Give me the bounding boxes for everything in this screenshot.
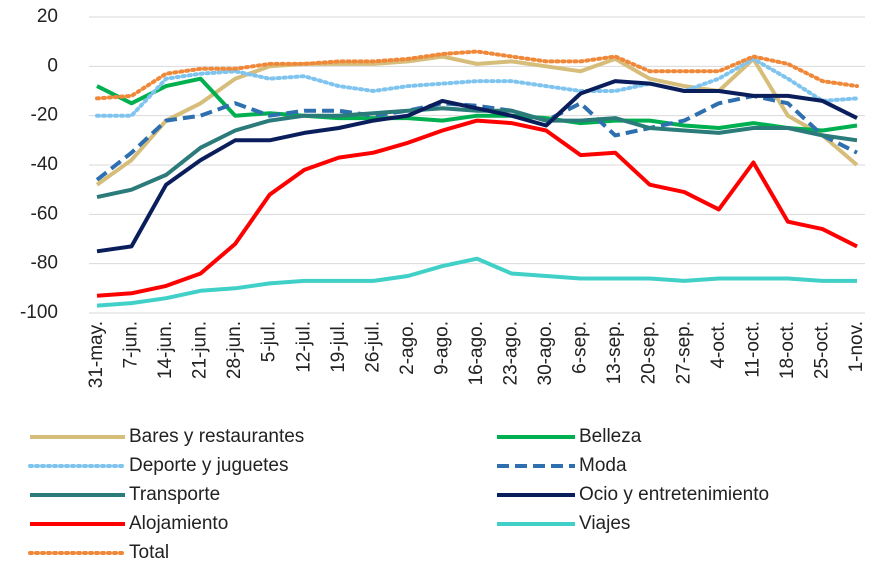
x-tick-label: 11-oct.	[742, 321, 763, 378]
series-line	[96, 79, 858, 254]
series-line	[95, 56, 859, 118]
series-line	[95, 93, 858, 182]
x-tick-label: 31-may.	[86, 321, 107, 388]
x-tick-label: 21-jun.	[190, 321, 211, 379]
x-tick-label: 12-jul.	[293, 321, 314, 373]
x-tick-label: 6-sep.	[570, 321, 591, 374]
y-tick-label: 20	[37, 6, 58, 27]
y-tick-label: -80	[31, 253, 58, 274]
y-tick-label: -20	[31, 105, 58, 126]
x-tick-label: 1-nov.	[846, 321, 867, 372]
x-tick-label: 4-oct.	[708, 321, 729, 369]
x-tick-label: 5-jul.	[259, 321, 280, 362]
legend-label: Bares y restaurantes	[129, 426, 304, 447]
legend-label: Transporte	[129, 484, 220, 505]
x-tick-label: 7-jun.	[121, 321, 142, 369]
x-tick-label: 23-ago.	[501, 321, 522, 385]
x-tick-label: 25-oct.	[811, 321, 832, 379]
y-tick-label: -40	[31, 154, 58, 175]
x-tick-label: 2-ago.	[397, 321, 418, 375]
legend-label: Viajes	[579, 513, 630, 534]
series-line	[96, 76, 858, 133]
legend-label: Alojamiento	[129, 513, 228, 534]
series-line	[96, 106, 858, 200]
legend-label: Belleza	[579, 426, 642, 447]
series-line	[95, 54, 859, 187]
x-tick-label: 19-jul.	[328, 321, 349, 373]
x-tick-label: 18-oct.	[777, 321, 798, 379]
x-tick-label: 26-jul.	[362, 321, 383, 373]
legend-label: Ocio y entretenimiento	[579, 484, 769, 505]
x-tick-label: 28-jun.	[224, 321, 245, 379]
x-tick-label: 30-ago.	[535, 321, 556, 385]
y-tick-label: 0	[47, 55, 58, 76]
legend-label: Moda	[579, 455, 627, 476]
x-tick-label: 16-ago.	[466, 321, 487, 385]
series-line	[96, 256, 857, 308]
series-line	[95, 49, 859, 101]
legend-label: Total	[129, 542, 169, 563]
x-tick-label: 13-sep.	[604, 321, 625, 384]
y-tick-label: -60	[31, 203, 58, 224]
y-tick-label: -100	[20, 302, 58, 323]
x-tick-label: 27-sep.	[673, 321, 694, 384]
x-tick-label: 9-ago.	[431, 321, 452, 375]
series-line	[96, 118, 858, 298]
x-tick-label: 20-sep.	[639, 321, 660, 384]
legend-label: Deporte y juguetes	[129, 455, 289, 476]
x-tick-label: 14-jun.	[155, 321, 176, 379]
